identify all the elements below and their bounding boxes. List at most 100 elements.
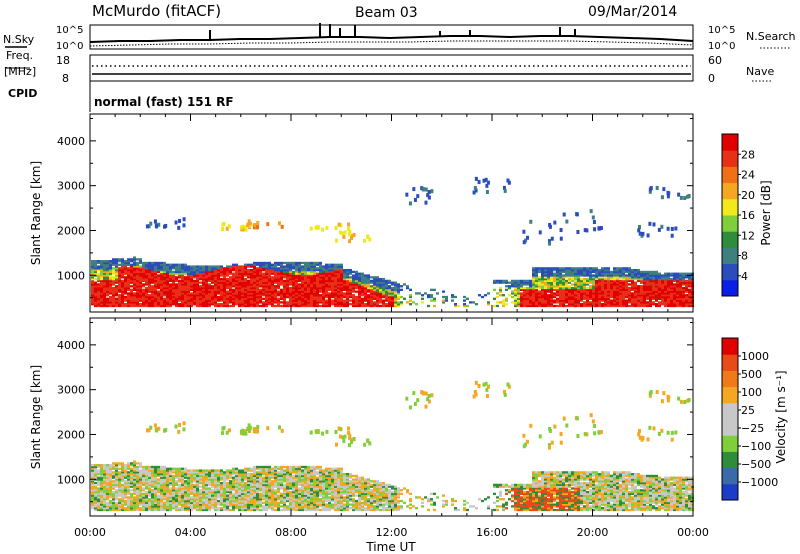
power-cell xyxy=(151,295,154,299)
velocity-cell xyxy=(139,483,142,487)
power-cell xyxy=(97,277,100,281)
power-cell xyxy=(97,285,100,288)
power-cell xyxy=(307,299,310,302)
power-cell xyxy=(238,285,241,288)
velocity-cell xyxy=(139,481,142,485)
power-cell xyxy=(544,283,547,286)
power-cell xyxy=(229,277,232,281)
velocity-cell xyxy=(103,487,106,490)
power-cell xyxy=(157,274,160,277)
power-cell xyxy=(535,288,538,291)
power-cell xyxy=(541,286,544,290)
velocity-cell xyxy=(217,476,220,479)
power-cell xyxy=(541,304,544,308)
power-cell xyxy=(583,295,586,299)
power-cell xyxy=(619,285,622,288)
power-cell xyxy=(214,290,217,293)
power-cell xyxy=(586,288,589,291)
power-cell xyxy=(289,288,292,291)
power-cell xyxy=(145,281,148,284)
velocity-cell xyxy=(124,496,127,499)
power-cell xyxy=(514,285,517,288)
power-cell xyxy=(238,286,241,290)
power-scatter-cell xyxy=(553,220,557,225)
velocity-cell xyxy=(112,472,115,476)
power-cell xyxy=(208,292,211,295)
power-cell xyxy=(649,283,652,286)
power-cell xyxy=(625,304,628,308)
velocity-cell xyxy=(91,476,94,479)
power-cell xyxy=(118,295,121,299)
velocity-cell xyxy=(91,469,94,472)
velocity-cell xyxy=(211,507,214,510)
power-cell xyxy=(625,274,628,277)
power-cell xyxy=(217,303,220,306)
power-cell xyxy=(214,276,217,279)
power-cell xyxy=(580,303,583,306)
velocity-cell xyxy=(226,476,229,479)
power-cell xyxy=(550,301,553,304)
velocity-cell xyxy=(175,467,178,470)
power-cell xyxy=(91,303,94,306)
velocity-cell xyxy=(130,494,133,497)
power-cell xyxy=(211,267,214,270)
power-cell xyxy=(139,299,142,302)
power-cell xyxy=(325,281,328,284)
power-cell xyxy=(121,274,124,277)
velocity-cell xyxy=(127,505,130,508)
velocity-cell xyxy=(226,501,229,504)
power-cell xyxy=(166,290,169,293)
power-cell xyxy=(547,270,550,274)
power-cell xyxy=(595,279,598,283)
power-cell xyxy=(310,285,313,288)
velocity-cell xyxy=(226,498,229,501)
power-cell xyxy=(382,286,385,290)
power-cell xyxy=(292,267,295,270)
velocity-cell xyxy=(112,481,115,485)
power-cell xyxy=(124,268,127,272)
power-cell xyxy=(409,299,412,302)
power-cell xyxy=(250,295,253,299)
power-cell xyxy=(541,295,544,299)
power-cell xyxy=(604,283,607,286)
velocity-cell xyxy=(142,501,145,504)
power-cell xyxy=(658,297,661,300)
power-cell xyxy=(181,270,184,274)
power-cell xyxy=(229,292,232,295)
power-cell xyxy=(550,281,553,284)
velocity-cell xyxy=(97,501,100,504)
velocity-cell xyxy=(205,474,208,478)
power-cell xyxy=(208,276,211,279)
power-cell xyxy=(604,303,607,306)
power-cell xyxy=(343,274,346,277)
power-cell xyxy=(568,301,571,304)
velocity-cell xyxy=(145,498,148,501)
power-cell xyxy=(175,277,178,281)
power-cell xyxy=(106,276,109,279)
velocity-cell xyxy=(148,478,151,481)
power-cell xyxy=(649,292,652,295)
velocity-cell xyxy=(151,469,154,472)
power-cell xyxy=(208,279,211,283)
velocity-cell xyxy=(175,505,178,508)
power-cell xyxy=(151,286,154,290)
power-cell xyxy=(166,297,169,300)
power-cell xyxy=(226,303,229,306)
power-cell xyxy=(190,299,193,302)
power-cell xyxy=(145,261,148,265)
power-cell xyxy=(196,304,199,308)
power-cell xyxy=(580,274,583,277)
power-cell xyxy=(130,288,133,291)
power-cell xyxy=(550,285,553,288)
power-scatter-cell xyxy=(256,225,260,230)
power-cell xyxy=(382,301,385,304)
velocity-cell xyxy=(178,496,181,499)
power-cell xyxy=(229,283,232,286)
power-cell xyxy=(241,288,244,291)
velocity-cell xyxy=(151,503,154,506)
power-cell xyxy=(334,277,337,281)
power-cell xyxy=(220,277,223,281)
power-cell xyxy=(208,286,211,290)
power-cell xyxy=(184,288,187,291)
power-cell xyxy=(310,288,313,291)
